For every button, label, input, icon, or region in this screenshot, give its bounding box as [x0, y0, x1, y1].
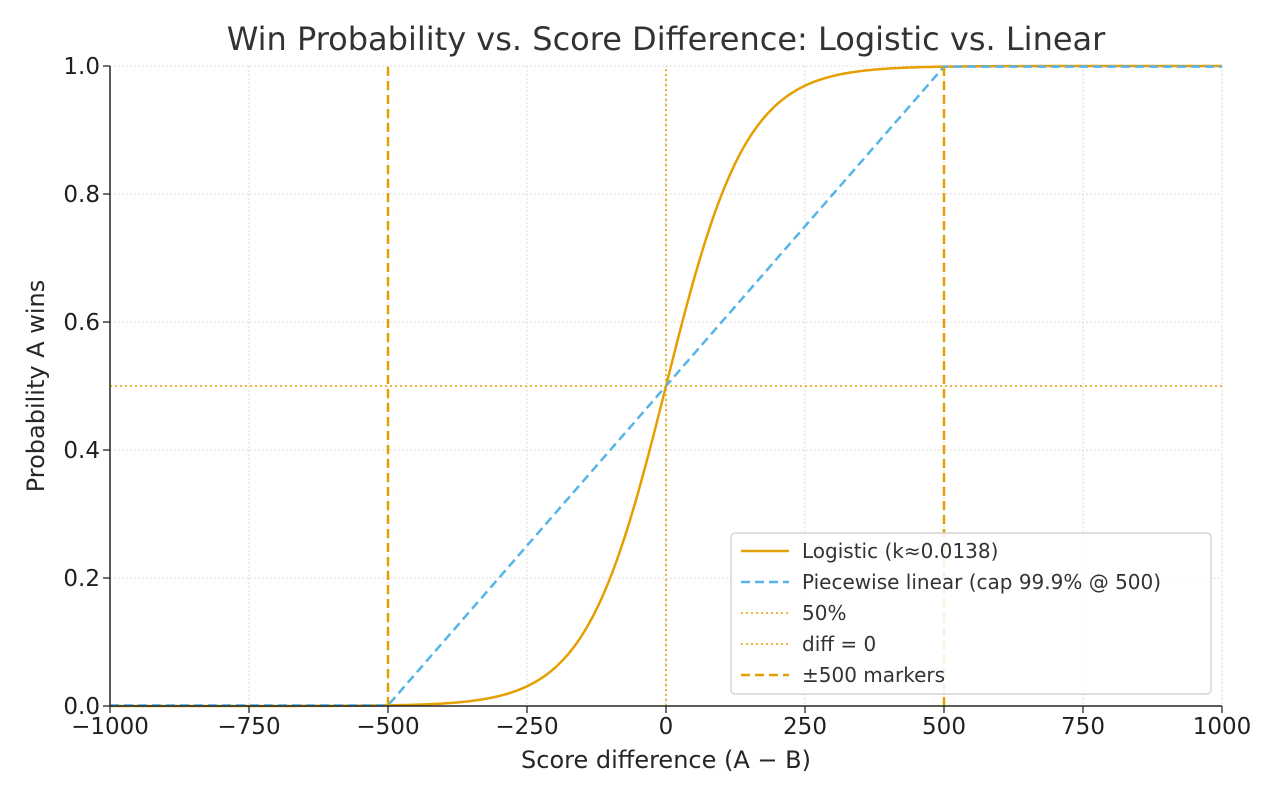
x-tick-label: −250: [495, 714, 558, 740]
x-axis-label: Score difference (A − B): [521, 746, 811, 774]
x-tick-label: −1000: [71, 714, 149, 740]
y-tick-label: 0.6: [63, 310, 100, 336]
y-tick-label: 0.8: [63, 182, 100, 208]
legend-label: Piecewise linear (cap 99.9% @ 500): [802, 570, 1161, 594]
y-tick-label: 0.4: [63, 438, 100, 464]
x-tick-label: 500: [922, 714, 966, 740]
x-tick-label: 0: [659, 714, 674, 740]
x-tick-label: −500: [356, 714, 419, 740]
legend-label: diff = 0: [802, 632, 876, 656]
legend-label: 50%: [802, 601, 846, 625]
legend-box: [730, 532, 1212, 695]
y-tick-label: 0.2: [63, 566, 100, 592]
chart-title: Win Probability vs. Score Difference: Lo…: [227, 20, 1106, 58]
y-axis-label: Probability A wins: [22, 280, 50, 493]
ticks: −1000 −750 −500 −250 0 250 500 750 1000 0.0 0.2 0.4…: [63, 54, 1251, 740]
legend: Logistic (k≈0.0138) Piecewise linear (cap…: [730, 532, 1212, 695]
legend-label: ±500 markers: [802, 663, 945, 687]
legend-label: Logistic (k≈0.0138): [802, 539, 998, 563]
x-tick-label: 750: [1061, 714, 1105, 740]
y-tick-label: 1.0: [63, 54, 100, 80]
x-tick-label: −750: [217, 714, 280, 740]
x-tick-label: 1000: [1193, 714, 1252, 740]
y-tick-label: 0.0: [63, 694, 100, 720]
x-tick-label: 250: [783, 714, 827, 740]
